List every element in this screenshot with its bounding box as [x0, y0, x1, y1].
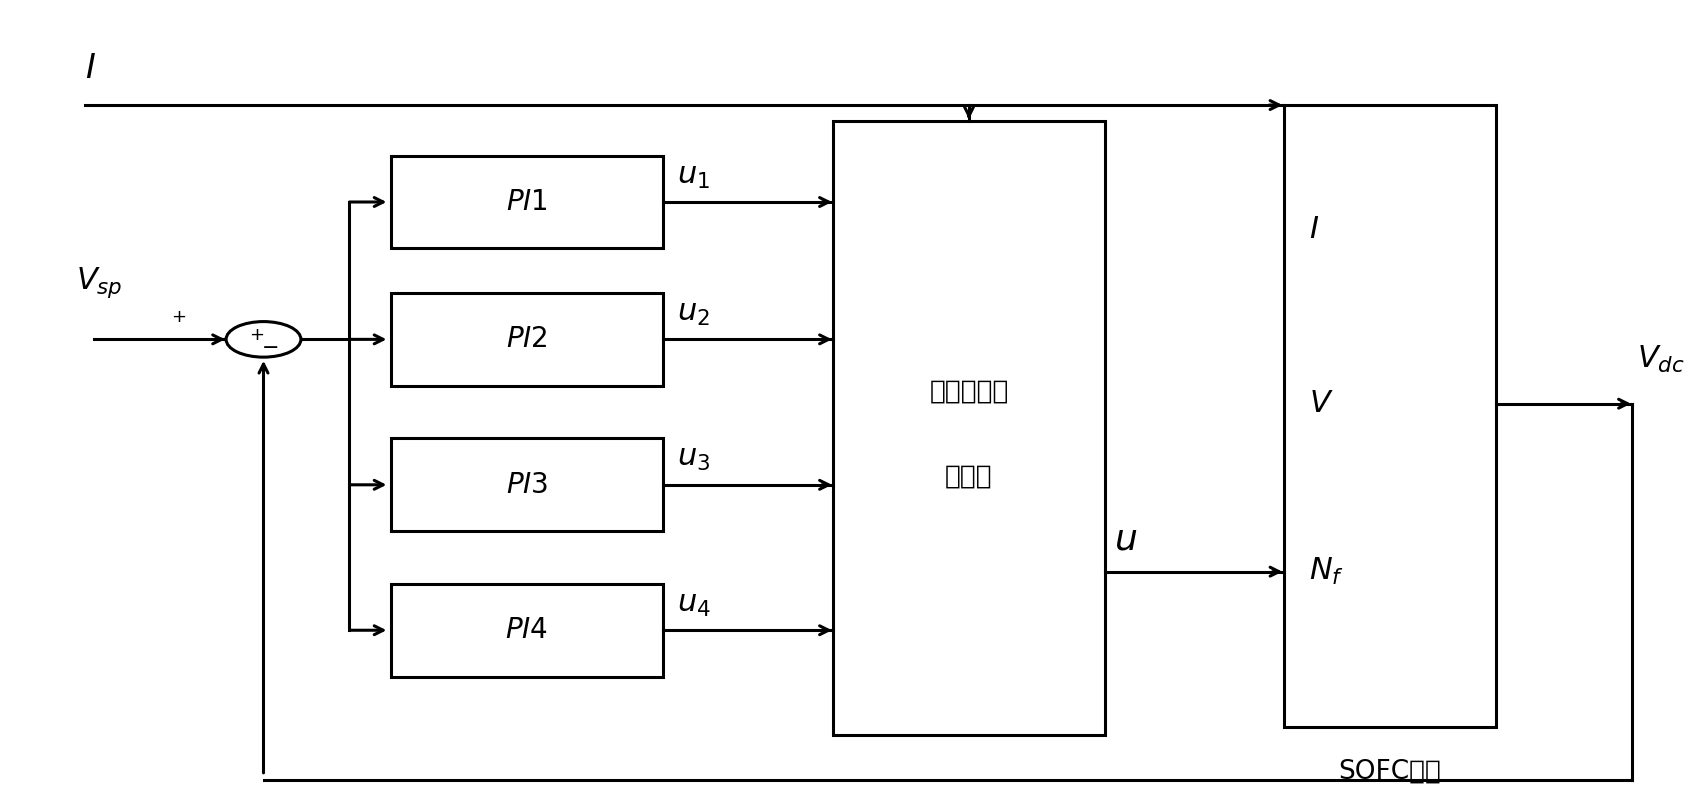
- Text: $I$: $I$: [1309, 215, 1319, 244]
- Text: $N_f$: $N_f$: [1309, 556, 1345, 587]
- Text: $u_4$: $u_4$: [677, 590, 711, 619]
- Text: $PI3$: $PI3$: [507, 471, 547, 499]
- Text: $PI1$: $PI1$: [507, 188, 547, 216]
- Text: $V_{sp}$: $V_{sp}$: [76, 265, 122, 301]
- Text: $PI2$: $PI2$: [507, 326, 547, 353]
- Text: 器融合: 器融合: [945, 464, 993, 490]
- Text: $u_2$: $u_2$: [677, 299, 709, 328]
- Text: SOFC系统: SOFC系统: [1338, 759, 1442, 785]
- Text: $u$: $u$: [1114, 522, 1137, 557]
- Text: $I$: $I$: [85, 53, 95, 85]
- Text: $V_{dc}$: $V_{dc}$: [1637, 343, 1685, 375]
- Bar: [391, 293, 663, 386]
- Bar: [391, 156, 663, 249]
- Bar: [391, 583, 663, 677]
- Bar: [1284, 105, 1496, 727]
- Text: $V$: $V$: [1309, 389, 1333, 419]
- Text: $u_3$: $u_3$: [677, 444, 711, 473]
- Text: $u_1$: $u_1$: [677, 162, 709, 191]
- Text: 多模型控制: 多模型控制: [930, 379, 1008, 405]
- Bar: [391, 438, 663, 532]
- Text: +: +: [250, 326, 264, 343]
- Circle shape: [226, 322, 301, 357]
- Text: −: −: [262, 339, 279, 358]
- Bar: [833, 121, 1105, 735]
- Text: +: +: [172, 308, 185, 326]
- Text: $PI4$: $PI4$: [505, 617, 549, 644]
